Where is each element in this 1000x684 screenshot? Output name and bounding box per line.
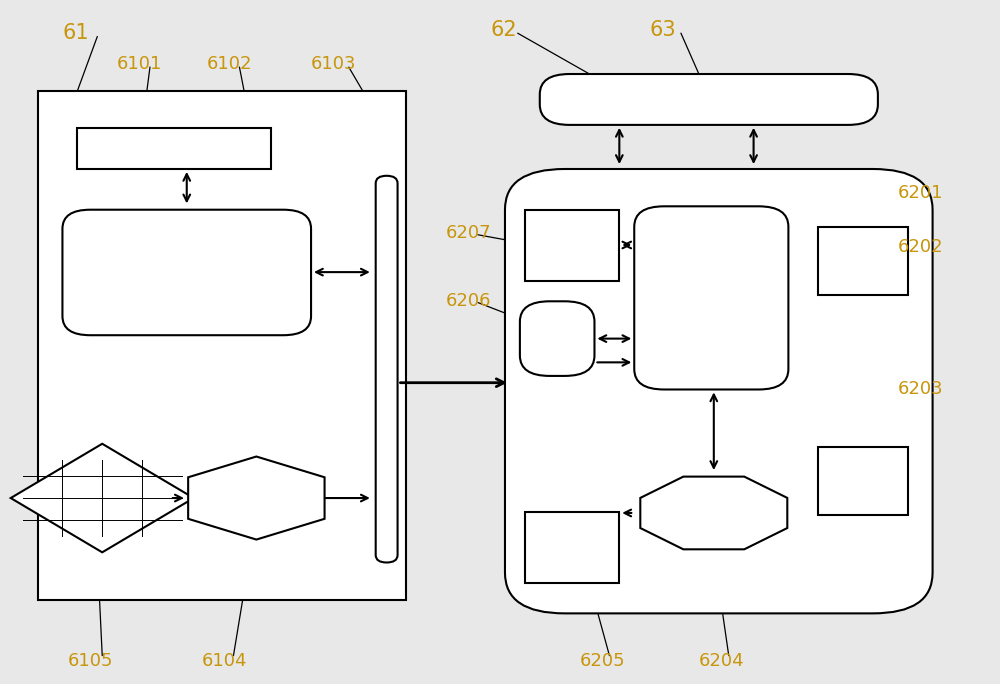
- FancyBboxPatch shape: [540, 74, 878, 125]
- Bar: [818, 447, 908, 515]
- FancyBboxPatch shape: [520, 301, 594, 376]
- FancyBboxPatch shape: [62, 210, 311, 335]
- Bar: [38, 91, 406, 600]
- Polygon shape: [11, 444, 194, 552]
- FancyBboxPatch shape: [505, 169, 933, 614]
- Text: 6101: 6101: [117, 55, 163, 73]
- Bar: [525, 512, 619, 583]
- Text: 6105: 6105: [67, 652, 113, 670]
- Text: 6206: 6206: [445, 292, 491, 311]
- Text: 6103: 6103: [311, 55, 357, 73]
- Bar: [77, 129, 271, 169]
- Text: 6202: 6202: [898, 238, 943, 256]
- Text: 6204: 6204: [699, 652, 745, 670]
- FancyBboxPatch shape: [376, 176, 398, 562]
- Text: 61: 61: [62, 23, 89, 43]
- Bar: [525, 210, 619, 281]
- Polygon shape: [640, 477, 787, 549]
- Text: 6201: 6201: [898, 184, 943, 202]
- Bar: [818, 226, 908, 295]
- Text: 63: 63: [649, 20, 676, 40]
- Text: 62: 62: [490, 20, 517, 40]
- Text: 6203: 6203: [898, 380, 943, 399]
- Polygon shape: [188, 456, 325, 540]
- Text: 6207: 6207: [445, 224, 491, 242]
- Text: 6104: 6104: [202, 652, 247, 670]
- Text: 6102: 6102: [207, 55, 252, 73]
- FancyBboxPatch shape: [634, 207, 788, 389]
- Text: 6205: 6205: [580, 652, 625, 670]
